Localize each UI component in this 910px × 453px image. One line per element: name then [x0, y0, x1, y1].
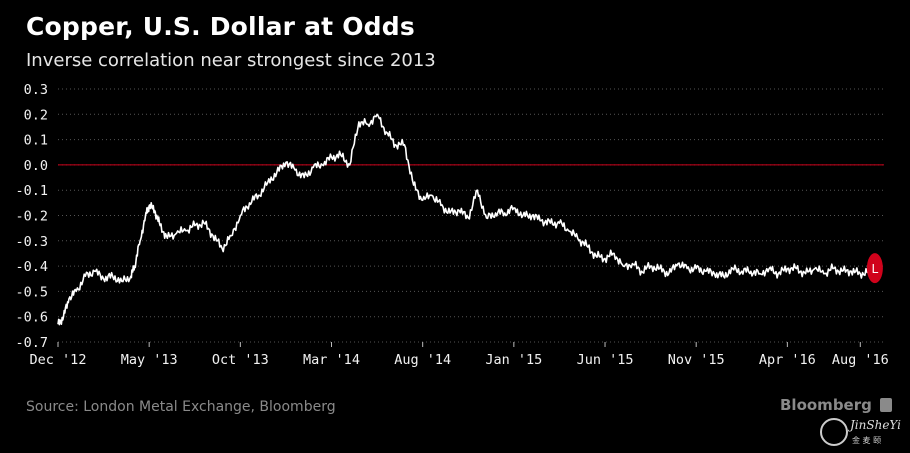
y-tick-label: 0.2: [24, 107, 48, 123]
y-axis: 0.3 0.2 0.1 0.0 -0.1 -0.2 -0.3 -0.4 -0.5 -0.6 -0.7: [15, 82, 48, 351]
y-tick-label: -0.6: [15, 310, 48, 326]
y-tick-label: -0.5: [15, 284, 48, 300]
y-tick-label: 0.1: [24, 133, 48, 149]
chart-title: Copper, U.S. Dollar at Odds: [26, 12, 415, 41]
bloomberg-logo: Bloomberg: [780, 396, 872, 414]
y-tick-label: -0.7: [15, 335, 48, 351]
chart-icon: [880, 398, 892, 412]
x-tick-label: Dec '12: [30, 352, 87, 368]
y-tick-label: 0.3: [24, 82, 48, 98]
source-note: Source: London Metal Exchange, Bloomberg: [26, 399, 336, 415]
watermark: JinSheYi 金 麦 颐: [820, 416, 910, 452]
last-value-badge: [866, 253, 883, 284]
x-tick-label: May '13: [121, 352, 178, 368]
x-axis: Dec '12 May '13 Oct '13 Mar '14 Aug '14 Jan '…: [30, 342, 889, 368]
last-value-label: L: [872, 262, 879, 276]
x-tick-label: Apr '16: [759, 352, 816, 368]
y-tick-label: 0.0: [24, 158, 48, 174]
chart-subtitle: Inverse correlation near strongest since…: [26, 50, 436, 71]
x-tick-label: Jun '15: [577, 352, 634, 368]
x-tick-label: Nov '15: [668, 352, 725, 368]
y-tick-label: -0.3: [15, 234, 48, 250]
x-tick-label: Jan '15: [485, 352, 542, 368]
correlation-series-line: [57, 113, 871, 326]
y-tick-label: -0.4: [15, 259, 48, 275]
grid-lines: [58, 88, 884, 343]
x-tick-label: Oct '13: [212, 352, 269, 368]
x-tick-label: Aug '16: [832, 352, 889, 368]
y-tick-label: -0.1: [15, 183, 48, 199]
x-tick-label: Mar '14: [303, 352, 360, 368]
watermark-subtext: 金 麦 颐: [852, 436, 882, 445]
last-value-marker: L: [866, 253, 883, 284]
watermark-badge-icon: [820, 418, 848, 446]
y-tick-label: -0.2: [15, 209, 48, 225]
x-tick-label: Aug '14: [394, 352, 451, 368]
watermark-text: JinSheYi: [850, 418, 901, 432]
